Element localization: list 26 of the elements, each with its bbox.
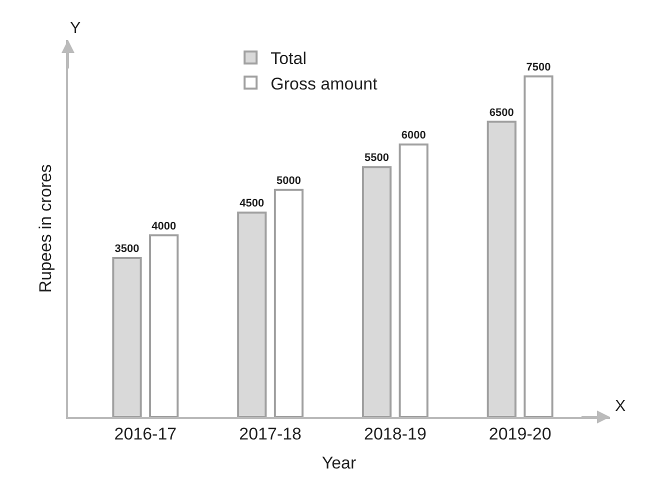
data-label: 5000 [276, 174, 301, 187]
bar [486, 120, 516, 417]
legend-label: Total [270, 49, 307, 68]
data-label: 4500 [240, 198, 264, 210]
bar [149, 234, 179, 417]
x-tick-label: 2018-19 [364, 424, 426, 444]
bar [398, 143, 428, 417]
bar [274, 188, 304, 417]
bar [524, 75, 554, 417]
data-label: 3500 [114, 243, 140, 256]
text: Y [70, 20, 81, 37]
data-label: 6500 [489, 106, 514, 119]
x-tick-label: 2016-17 [114, 424, 177, 444]
data-label: 7500 [526, 61, 551, 74]
data-label: 4000 [152, 220, 176, 232]
bar [362, 166, 392, 417]
bar [112, 257, 142, 417]
data-label: 6000 [401, 129, 426, 142]
text: X [615, 398, 626, 415]
x-axis-title: Year [322, 453, 357, 472]
x-tick-label: 2017-18 [239, 424, 302, 444]
legend-label: Gross amount [270, 74, 378, 94]
bar [237, 212, 267, 417]
y-axis-title: Rupees in crores [36, 164, 56, 293]
x-tick-label: 2019-20 [488, 424, 552, 444]
data-label: 5500 [364, 152, 390, 164]
